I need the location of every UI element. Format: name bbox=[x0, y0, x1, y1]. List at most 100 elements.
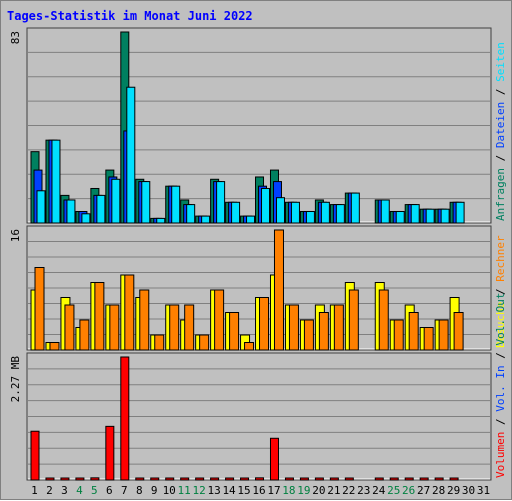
bar-seiten-day-18 bbox=[290, 201, 300, 224]
legend-separator: / bbox=[494, 346, 507, 366]
bar-rechner-day-24 bbox=[378, 289, 389, 351]
bar-volumen-day-19 bbox=[299, 477, 309, 481]
bar-seiten-day-5 bbox=[96, 194, 106, 224]
legend-seiten: Seiten bbox=[494, 42, 507, 82]
panel-1: 83 Anfragen / Dateien / Seiten bbox=[9, 27, 507, 224]
bar-rechner-day-21 bbox=[333, 304, 344, 351]
x-tick-label-day-15: 15 bbox=[237, 484, 250, 497]
bar-volumen-day-10 bbox=[165, 477, 175, 481]
bar-seiten-day-22 bbox=[350, 192, 360, 224]
panel-2: 16 Besuche / Rechner bbox=[9, 225, 507, 351]
bar-volumen-day-18 bbox=[284, 477, 294, 481]
bar-rechner-day-18 bbox=[288, 304, 299, 351]
bar-rechner-day-15 bbox=[244, 342, 255, 351]
bar-volumen-day-20 bbox=[314, 477, 324, 481]
x-axis-labels: 1 2 3 4 5 6 7 8 9 10 11 12 13 14 15 16 17 18 19 20 21 22 23 24 2… bbox=[31, 484, 490, 497]
bar-seiten-day-28 bbox=[440, 208, 450, 224]
bar-rechner-day-29 bbox=[453, 312, 464, 351]
bar-seiten-day-20 bbox=[320, 201, 330, 224]
x-tick-label-day-7: 7 bbox=[121, 484, 128, 497]
bar-rechner-day-16 bbox=[259, 297, 270, 351]
bar-rechner-day-14 bbox=[229, 312, 240, 351]
bar-volumen-day-8 bbox=[135, 477, 145, 481]
bar-seiten-day-21 bbox=[335, 204, 345, 224]
bar-seiten-day-3 bbox=[66, 199, 76, 224]
bar-seiten-day-14 bbox=[231, 201, 241, 224]
x-tick-label-day-2: 2 bbox=[46, 484, 53, 497]
x-tick-label-day-16: 16 bbox=[252, 484, 265, 497]
bar-seiten-day-8 bbox=[141, 181, 151, 224]
x-tick-label-day-19: 19 bbox=[297, 484, 310, 497]
bar-rechner-day-10 bbox=[169, 304, 180, 351]
x-tick-label-day-27: 27 bbox=[417, 484, 430, 497]
bar-volumen-day-9 bbox=[150, 477, 160, 481]
bar-rechner-day-3 bbox=[64, 304, 75, 351]
x-tick-label-day-28: 28 bbox=[432, 484, 445, 497]
bar-seiten-day-4 bbox=[81, 213, 91, 224]
bar-volumen-day-4 bbox=[75, 477, 85, 481]
bar-rechner-day-12 bbox=[199, 334, 210, 351]
bar-volumen-day-13 bbox=[210, 477, 220, 481]
x-tick-label-day-13: 13 bbox=[207, 484, 220, 497]
bar-seiten-day-29 bbox=[455, 201, 465, 224]
x-tick-label-day-18: 18 bbox=[282, 484, 295, 497]
legend-vol-out: Vol. Out bbox=[494, 293, 507, 346]
x-tick-label-day-12: 12 bbox=[193, 484, 206, 497]
x-tick-label-day-3: 3 bbox=[61, 484, 68, 497]
legend-anfragen: Anfragen bbox=[494, 168, 507, 221]
legend-volumen: Volumen bbox=[494, 432, 507, 478]
bar-volumen-day-11 bbox=[180, 477, 190, 481]
bar-rechner-day-5 bbox=[94, 282, 105, 351]
bar-seiten-day-25 bbox=[395, 210, 405, 224]
x-tick-label-day-30: 30 bbox=[462, 484, 475, 497]
bar-seiten-day-11 bbox=[186, 204, 196, 224]
bar-volumen-day-5 bbox=[90, 477, 100, 481]
bar-volumen-day-27 bbox=[419, 477, 429, 481]
x-tick-label-day-26: 26 bbox=[402, 484, 415, 497]
bar-volumen-day-1 bbox=[30, 430, 40, 481]
bar-rechner-day-19 bbox=[303, 319, 314, 351]
bar-seiten-day-12 bbox=[201, 215, 211, 224]
bar-volumen-day-26 bbox=[404, 477, 414, 481]
y-max-label: 16 bbox=[9, 229, 22, 242]
bar-rechner-day-26 bbox=[408, 312, 419, 351]
bar-rechner-day-7 bbox=[124, 274, 135, 351]
x-tick-label-day-22: 22 bbox=[342, 484, 355, 497]
panel-legend: Anfragen / Dateien / Seiten bbox=[494, 42, 507, 221]
legend-besuche: Besuche bbox=[494, 302, 507, 348]
bar-seiten-day-24 bbox=[380, 199, 390, 224]
x-tick-label-day-11: 11 bbox=[178, 484, 191, 497]
legend-separator: / bbox=[494, 82, 507, 102]
bar-seiten-day-7 bbox=[126, 86, 136, 224]
x-tick-label-day-29: 29 bbox=[447, 484, 460, 497]
legend-vol-in: Vol. In bbox=[494, 365, 507, 411]
bar-volumen-day-3 bbox=[60, 477, 70, 481]
bar-seiten-day-26 bbox=[410, 204, 420, 224]
panel-legend: Volumen / Vol. In / Vol. Out bbox=[494, 293, 507, 478]
bar-volumen-day-28 bbox=[434, 477, 444, 481]
x-tick-label-day-5: 5 bbox=[91, 484, 98, 497]
bar-volumen-day-14 bbox=[225, 477, 235, 481]
x-tick-label-day-24: 24 bbox=[372, 484, 386, 497]
bar-volumen-day-21 bbox=[329, 477, 339, 481]
bar-volumen-day-2 bbox=[45, 477, 55, 481]
bar-volumen-day-15 bbox=[240, 477, 250, 481]
x-tick-label-day-4: 4 bbox=[76, 484, 83, 497]
bar-rechner-day-20 bbox=[318, 312, 329, 351]
bar-volumen-day-7 bbox=[120, 356, 130, 481]
bar-rechner-day-28 bbox=[438, 319, 449, 351]
bar-volumen-day-6 bbox=[105, 425, 115, 481]
bar-volumen-day-22 bbox=[344, 477, 354, 481]
bar-volumen-day-12 bbox=[195, 477, 205, 481]
legend-dateien: Dateien bbox=[494, 102, 507, 148]
y-max-label: 2.27 MB bbox=[9, 356, 22, 403]
bar-seiten-day-17 bbox=[275, 197, 285, 224]
bar-rechner-day-27 bbox=[423, 327, 434, 351]
bar-seiten-day-10 bbox=[171, 185, 181, 224]
panel-3: 2.27 MB Volumen / Vol. In / Vol. Out bbox=[9, 293, 507, 481]
bar-seiten-day-6 bbox=[111, 178, 121, 224]
bar-seiten-day-1 bbox=[36, 190, 46, 224]
bar-seiten-day-16 bbox=[261, 187, 271, 224]
y-max-label: 83 bbox=[9, 31, 22, 44]
